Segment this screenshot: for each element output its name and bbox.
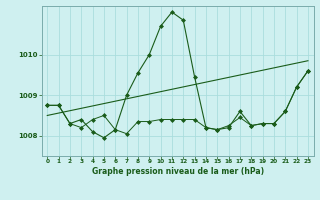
X-axis label: Graphe pression niveau de la mer (hPa): Graphe pression niveau de la mer (hPa): [92, 167, 264, 176]
